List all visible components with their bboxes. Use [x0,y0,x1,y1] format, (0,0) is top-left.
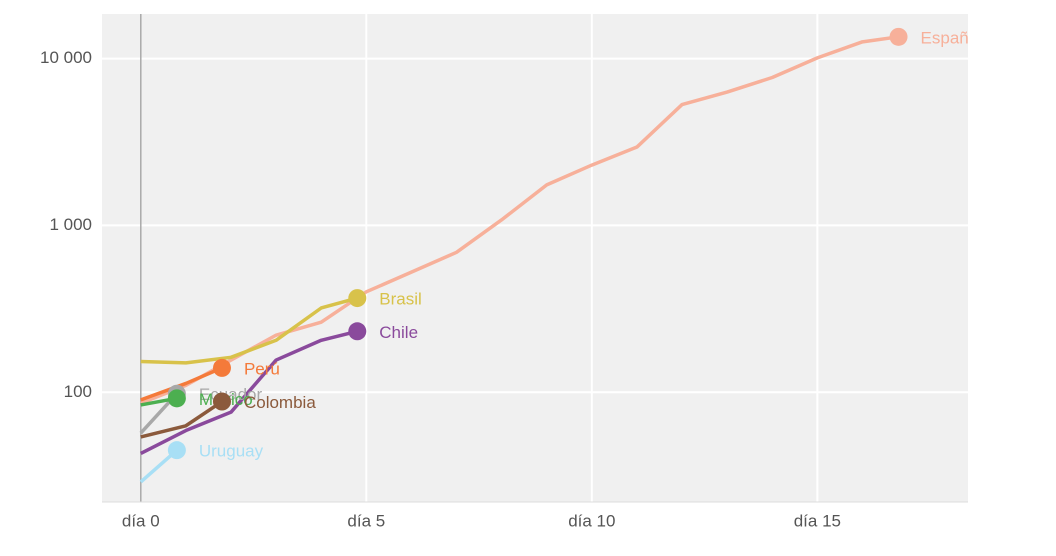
end-marker [212,392,231,411]
series-label: Chile [379,323,418,342]
series-line [140,400,223,439]
series-line [140,366,223,402]
end-marker [212,358,231,377]
plot-area [102,14,968,502]
y-tick-label: 100 [64,382,92,401]
series-label: Uruguay [199,442,264,461]
x-tick-label: día 15 [794,511,841,530]
x-tick-label: día 10 [568,511,615,530]
y-tick-label: 10 000 [40,48,92,67]
end-marker [167,389,186,408]
end-marker [348,322,367,341]
series-line [139,329,358,455]
x-tick-label: día 5 [347,511,385,530]
end-marker [348,289,367,308]
end-marker [889,27,908,46]
series-line [140,35,899,405]
series-label: Perú [244,359,280,378]
y-tick-label: 1 000 [49,215,92,234]
series-label: España [921,28,979,47]
x-tick-label: día 0 [122,511,160,530]
series-line [140,296,358,365]
end-marker [167,441,186,460]
series-label: Brasil [379,290,422,309]
series-label: Colombia [244,393,316,412]
